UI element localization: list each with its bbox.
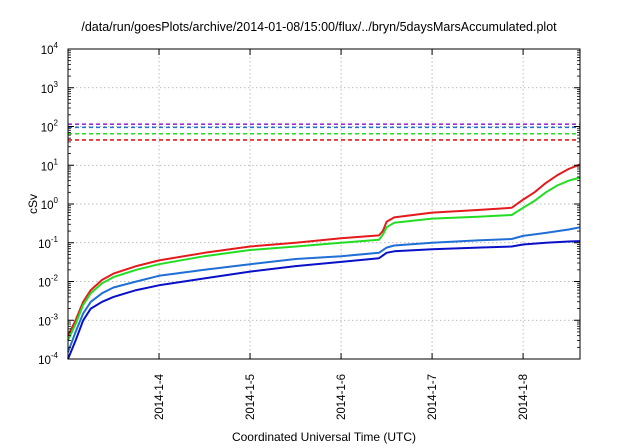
y-tick-label: 10-4 <box>38 351 58 367</box>
series-line <box>67 240 581 360</box>
y-tick-label: 103 <box>41 80 59 96</box>
y-tick-label: 100 <box>41 196 59 212</box>
y-tick-label: 10-2 <box>38 274 58 290</box>
series-group <box>67 163 581 360</box>
y-tick-label: 10-3 <box>38 312 58 328</box>
series-line <box>67 163 581 337</box>
y-tick-label: 10-1 <box>38 235 58 251</box>
x-tick-label: 2014-1-5 <box>245 374 257 420</box>
x-tick-label: 2014-1-6 <box>336 374 348 420</box>
x-tick-label: 2014-1-8 <box>518 374 530 420</box>
series-line <box>67 226 581 353</box>
y-tick-label: 101 <box>41 157 59 173</box>
y-tick-label: 102 <box>41 119 59 135</box>
y-tick-label: 104 <box>41 41 59 57</box>
series-line <box>67 176 581 341</box>
x-tick-label: 2014-1-7 <box>427 374 439 420</box>
x-axis-label: Coordinated Universal Time (UTC) <box>232 430 416 444</box>
y-axis: 10-4 10-3 10-2 10-1 100 101 102 103 104 <box>38 41 580 367</box>
x-axis: 2014-1-4 2014-1-5 2014-1-6 2014-1-7 2014-1-8 <box>154 49 530 420</box>
x-tick-label: 2014-1-4 <box>154 373 166 420</box>
reference-lines <box>68 123 580 141</box>
y-axis-label: cSv <box>26 194 40 214</box>
grid <box>68 48 580 360</box>
chart-title: /data/run/goesPlots/archive/2014-01-08/1… <box>81 20 557 34</box>
